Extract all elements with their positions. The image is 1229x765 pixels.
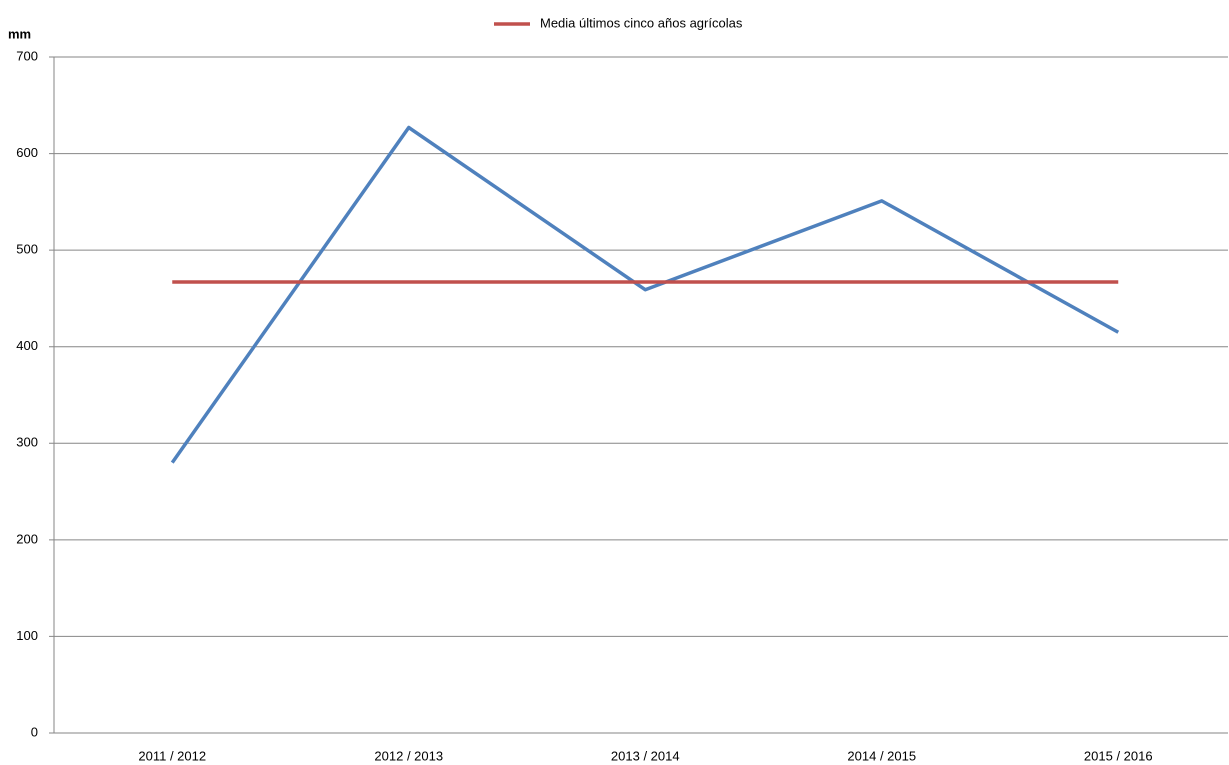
y-tick-label: 200 [16,531,38,546]
y-tick-label: 700 [16,48,38,63]
y-tick-label: 0 [31,724,38,739]
y-tick-label: 500 [16,242,38,257]
legend-label: Media últimos cinco años agrícolas [540,15,743,30]
y-tick-label: 400 [16,338,38,353]
x-tick-label: 2015 / 2016 [1084,748,1153,763]
x-tick-label: 2011 / 2012 [138,748,206,763]
y-tick-label: 100 [16,628,38,643]
x-tick-label: 2013 / 2014 [611,748,680,763]
x-tick-label: 2012 / 2013 [374,748,443,763]
x-tick-label: 2014 / 2015 [847,748,916,763]
y-axis-title: mm [8,26,31,41]
y-tick-label: 300 [16,435,38,450]
series-line [170,125,1120,464]
y-tick-label: 600 [16,145,38,160]
